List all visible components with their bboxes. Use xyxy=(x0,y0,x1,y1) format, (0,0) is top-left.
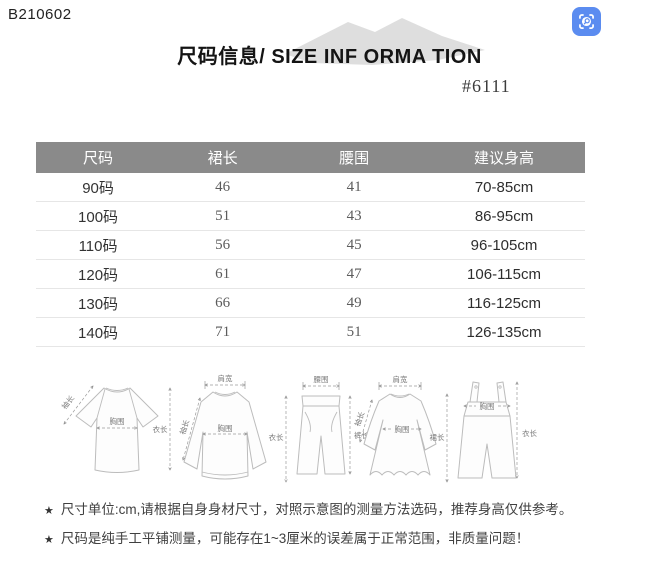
col-header-size: 尺码 xyxy=(36,142,161,173)
longsleeve-sleeve-label: 袖长 xyxy=(177,418,191,436)
cell-waist: 45 xyxy=(285,230,424,260)
cell-size: 90码 xyxy=(36,173,161,202)
size-table: 尺码 裙长 腰围 建议身高 90码 46 41 70-85cm 100码 51 … xyxy=(36,142,585,347)
long-sleeve-diagram: 肩宽 袖长 胸围 衣长 xyxy=(177,373,286,482)
cell-waist: 47 xyxy=(285,259,424,289)
note-line-1: ★ 尺寸单位:cm,请根据自身身材尺寸，对照示意图的测量方法选码，推荐身高仅供参考… xyxy=(44,496,572,525)
note-text: 尺寸单位:cm,请根据自身身材尺寸，对照示意图的测量方法选码，推荐身高仅供参考。 xyxy=(60,502,573,517)
overalls-diagram: 胸围 衣长 xyxy=(457,382,537,478)
star-icon: ★ xyxy=(44,534,54,546)
col-header-skirt-length: 裙长 xyxy=(160,142,286,173)
image-search-button[interactable] xyxy=(572,7,601,36)
dress-shoulder-label: 肩宽 xyxy=(393,374,408,384)
note-line-2: ★ 尺码是纯手工平铺测量，可能存在1~3厘米的误差属于正常范围，非质量问题！ xyxy=(44,525,572,554)
cell-skirt-length: 71 xyxy=(160,317,286,347)
cell-waist: 43 xyxy=(285,201,424,231)
cell-skirt-length: 61 xyxy=(160,259,286,289)
star-icon: ★ xyxy=(44,505,54,517)
longsleeve-length-label: 衣长 xyxy=(269,432,284,442)
cell-size: 120码 xyxy=(36,259,161,289)
cell-waist: 49 xyxy=(285,288,424,318)
cell-height: 116-125cm xyxy=(423,288,585,318)
table-row: 140码 71 51 126-135cm xyxy=(36,317,585,347)
tee-sleeve-label: 袖长 xyxy=(59,393,76,411)
table-row: 90码 46 41 70-85cm xyxy=(36,173,585,202)
overalls-chest-label: 胸围 xyxy=(480,401,495,411)
image-search-icon xyxy=(579,14,594,29)
cell-waist: 41 xyxy=(285,173,424,202)
cell-height: 126-135cm xyxy=(423,317,585,347)
cell-height: 70-85cm xyxy=(423,173,585,202)
cell-size: 130码 xyxy=(36,288,161,318)
col-header-height: 建议身高 xyxy=(423,142,585,173)
table-row: 110码 56 45 96-105cm xyxy=(36,230,585,260)
cell-height: 96-105cm xyxy=(423,230,585,260)
cell-size: 140码 xyxy=(36,317,161,347)
table-row: 120码 61 47 106-115cm xyxy=(36,259,585,289)
watermark-shape xyxy=(285,18,485,65)
size-table-header-row: 尺码 裙长 腰围 建议身高 xyxy=(36,142,585,173)
batch-code: B210602 xyxy=(8,6,72,23)
cell-height: 86-95cm xyxy=(423,201,585,231)
cell-size: 100码 xyxy=(36,201,161,231)
footer-notes: ★ 尺寸单位:cm,请根据自身身材尺寸，对照示意图的测量方法选码，推荐身高仅供参考… xyxy=(44,496,572,554)
product-number: #6111 xyxy=(462,76,511,96)
cell-size: 110码 xyxy=(36,230,161,260)
garment-measure-diagrams: 袖长 胸围 衣长 肩宽 袖长 胸围 衣长 腰围 裤长 肩宽 xyxy=(59,373,537,497)
cell-height: 106-115cm xyxy=(423,259,585,289)
tee-length-label: 衣长 xyxy=(153,424,168,434)
tee-diagram: 袖长 胸围 衣长 xyxy=(59,386,170,473)
cell-waist: 51 xyxy=(285,317,424,347)
shorts-waist-label: 腰围 xyxy=(314,375,329,384)
cell-skirt-length: 46 xyxy=(160,173,286,202)
page-title: 尺码信息/ SIZE INF ORMA TION xyxy=(177,46,482,68)
tee-chest-label: 胸围 xyxy=(110,416,125,426)
cell-skirt-length: 56 xyxy=(160,230,286,260)
note-text: 尺码是纯手工平铺测量，可能存在1~3厘米的误差属于正常范围，非质量问题！ xyxy=(60,531,530,546)
table-row: 100码 51 43 86-95cm xyxy=(36,201,585,231)
longsleeve-chest-label: 胸围 xyxy=(218,423,233,433)
dress-length-label: 裙长 xyxy=(430,432,445,442)
cell-skirt-length: 66 xyxy=(160,288,286,318)
overalls-length-label: 衣长 xyxy=(522,428,537,438)
table-row: 130码 66 49 116-125cm xyxy=(36,288,585,318)
cell-skirt-length: 51 xyxy=(160,201,286,231)
dress-chest-label: 胸围 xyxy=(395,424,410,434)
col-header-waist: 腰围 xyxy=(285,142,424,173)
longsleeve-shoulder-label: 肩宽 xyxy=(218,373,233,383)
dress-sleeve-label: 袖长 xyxy=(352,410,367,428)
dress-diagram: 肩宽 袖长 胸围 裙长 xyxy=(352,374,447,482)
